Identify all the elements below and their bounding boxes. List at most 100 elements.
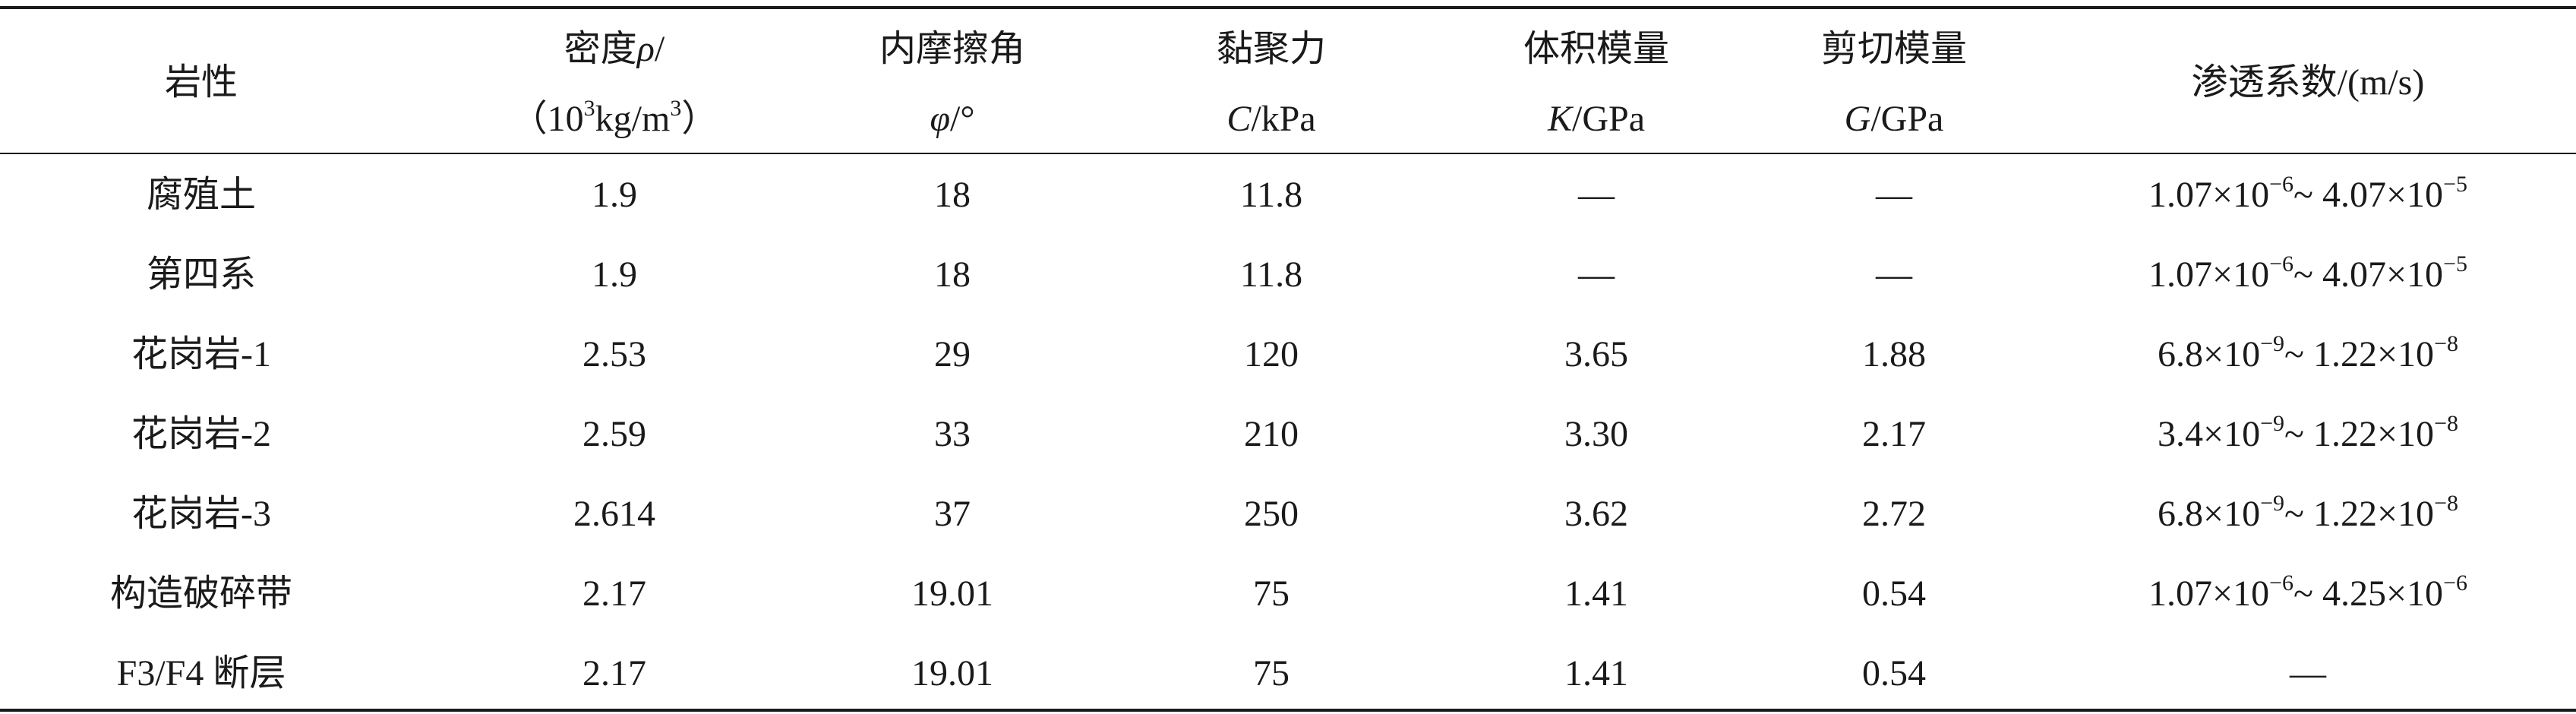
header-cell: φ/°: [930, 101, 974, 137]
table-cell: 1.07×10−6~ 4.07×10−5: [2148, 253, 2467, 295]
top-rule: [0, 6, 2576, 9]
table-cell: 18: [934, 175, 971, 215]
header-cell: （103kg/m3）: [510, 97, 718, 139]
header-cell: G/GPa: [1845, 101, 1944, 137]
text-segment: 渗透系数/(m/s): [2191, 62, 2425, 103]
header-cell: 密度ρ/: [564, 31, 665, 68]
table-cell: 1.9: [592, 175, 637, 215]
table-cell: 2.59: [582, 414, 646, 454]
table-cell: 120: [1244, 334, 1299, 374]
superscript: −9: [2260, 411, 2285, 436]
header-cell: 黏聚力: [1217, 31, 1326, 68]
table-cell: —: [2290, 653, 2326, 693]
text-segment: /°: [950, 99, 975, 139]
text-segment: /: [654, 29, 665, 69]
italic-symbol: K: [1547, 99, 1573, 139]
table-cell: 29: [934, 334, 971, 374]
table-cell: 3.30: [1564, 414, 1628, 454]
text-segment: 1.07×10: [2148, 175, 2270, 215]
table-cell: 第四系: [146, 254, 257, 295]
text-segment: （10: [510, 99, 584, 139]
table-cell: 1.07×10−6~ 4.07×10−5: [2148, 173, 2467, 215]
superscript: −9: [2260, 331, 2285, 356]
bottom-rule: [0, 709, 2576, 712]
header-cell: K/GPa: [1548, 101, 1645, 137]
italic-symbol: φ: [930, 99, 951, 139]
text-segment: /kPa: [1251, 99, 1316, 139]
superscript: −8: [2434, 411, 2458, 436]
italic-symbol: ρ: [636, 29, 655, 69]
table-cell: 2.53: [582, 334, 646, 374]
text-segment: 1.07×10: [2148, 254, 2270, 295]
table-cell: 花岗岩-1: [131, 334, 271, 374]
text-segment: 密度: [564, 29, 637, 69]
text-segment: ~ 1.22×10: [2284, 414, 2435, 454]
superscript: −5: [2443, 251, 2467, 276]
table-cell: 19.01: [911, 573, 993, 614]
italic-symbol: C: [1226, 99, 1252, 139]
text-segment: /GPa: [1572, 99, 1646, 139]
text-segment: 体积模量: [1523, 29, 1670, 69]
text-segment: 6.8×10: [2158, 494, 2261, 534]
text-segment: ~ 4.07×10: [2293, 175, 2444, 215]
table-cell: 2.17: [582, 573, 646, 614]
table-cell: 37: [934, 494, 971, 534]
table-cell: 1.41: [1564, 573, 1628, 614]
table-cell: 0.54: [1862, 573, 1926, 614]
table-cell: 3.4×10−9~ 1.22×10−8: [2158, 412, 2458, 454]
table-cell: 3.65: [1564, 334, 1628, 374]
text-segment: 3.4×10: [2158, 414, 2261, 454]
table-cell: 花岗岩-3: [131, 494, 271, 534]
header-cell: C/kPa: [1226, 101, 1315, 137]
text-segment: ~ 4.07×10: [2293, 254, 2444, 295]
superscript: −6: [2269, 251, 2294, 276]
table-cell: 210: [1244, 414, 1299, 454]
superscript: 3: [670, 96, 682, 121]
table-cell: 0.54: [1862, 653, 1926, 693]
table-cell: 构造破碎带: [109, 573, 293, 614]
table-cell: 2.17: [1862, 414, 1926, 454]
header-cell: 岩性: [165, 65, 238, 101]
text-segment: ~ 1.22×10: [2284, 334, 2435, 374]
text-segment: ~ 4.25×10: [2293, 573, 2444, 614]
header-rule: [0, 153, 2576, 154]
superscript: −6: [2443, 570, 2467, 596]
table-cell: —: [1876, 175, 1912, 215]
table-cell: 2.614: [573, 494, 655, 534]
italic-symbol: G: [1844, 99, 1871, 139]
superscript: −8: [2434, 491, 2458, 516]
header-cell: 剪切模量: [1821, 31, 1967, 68]
text-segment: 1.07×10: [2148, 573, 2270, 614]
table-cell: —: [1578, 254, 1615, 295]
table-cell: 6.8×10−9~ 1.22×10−8: [2158, 333, 2458, 374]
header-cell: 内摩擦角: [879, 31, 1025, 68]
table-cell: 2.17: [582, 653, 646, 693]
table-cell: —: [1578, 175, 1615, 215]
header-cell: 渗透系数/(m/s): [2192, 65, 2425, 101]
table-cell: 75: [1253, 653, 1290, 693]
text-segment: 黏聚力: [1216, 29, 1327, 69]
text-segment: 6.8×10: [2158, 334, 2261, 374]
text-segment: /GPa: [1870, 99, 1944, 139]
table-cell: F3/F4 断层: [116, 653, 286, 693]
table-cell: 75: [1253, 573, 1290, 614]
header-cell: 体积模量: [1523, 31, 1669, 68]
text-segment: ~ 1.22×10: [2284, 494, 2435, 534]
table-cell: —: [1876, 254, 1912, 295]
table-cell: 18: [934, 254, 971, 295]
superscript: −6: [2269, 172, 2294, 197]
table-cell: 花岗岩-2: [131, 414, 271, 454]
superscript: 3: [583, 96, 595, 121]
table-cell: 1.41: [1564, 653, 1628, 693]
text-segment: ）: [681, 99, 718, 139]
table-cell: 19.01: [911, 653, 993, 693]
table-cell: 1.9: [592, 254, 637, 295]
table-cell: 6.8×10−9~ 1.22×10−8: [2158, 492, 2458, 534]
table-cell: 11.8: [1239, 175, 1303, 215]
table-cell: 1.88: [1862, 334, 1926, 374]
table-cell: 2.72: [1862, 494, 1926, 534]
superscript: −8: [2434, 331, 2458, 356]
text-segment: 岩性: [164, 62, 238, 103]
table-cell: 腐殖土: [146, 175, 257, 215]
